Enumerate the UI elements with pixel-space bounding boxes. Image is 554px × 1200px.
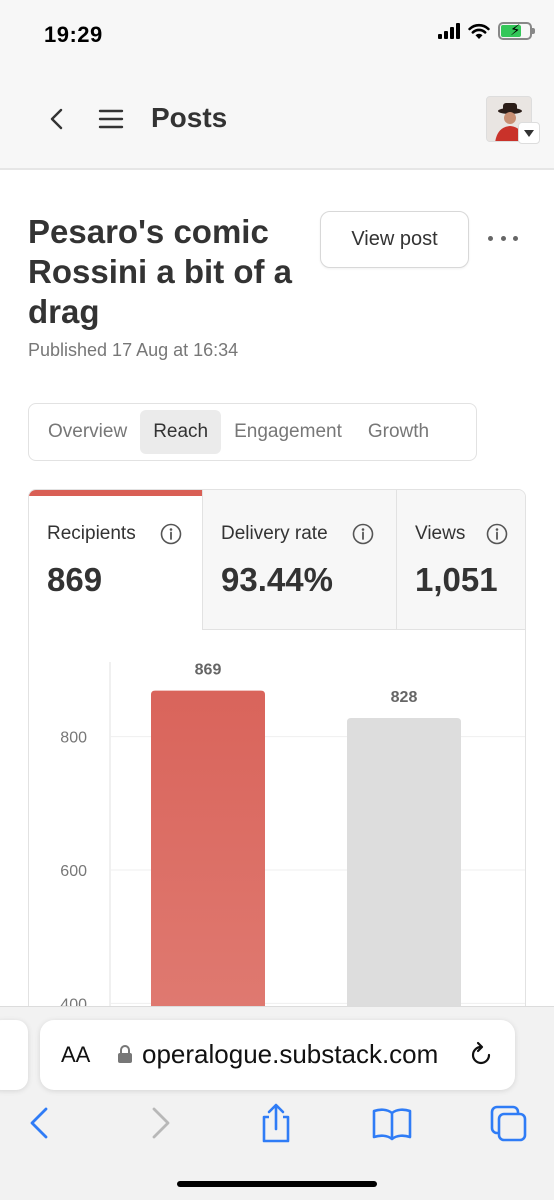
cellular-signal-icon [438, 23, 460, 39]
stats-tabs: Overview Reach Engagement Growth [28, 403, 477, 461]
back-arrow-icon[interactable] [20, 1103, 60, 1143]
stat-value: 869 [47, 561, 103, 598]
bar[interactable] [347, 718, 461, 1049]
tab-overview[interactable]: Overview [48, 421, 128, 442]
stat-label: Delivery rate [221, 523, 328, 544]
stat-tile-views[interactable]: Views 1,051 [396, 490, 525, 630]
bar[interactable] [151, 690, 265, 1049]
stat-value: 93.44% [221, 561, 333, 598]
text-size-label: AA [61, 1042, 91, 1067]
previous-tab-preview[interactable] [0, 1020, 28, 1090]
y-tick-label: 800 [60, 730, 87, 747]
more-options-icon[interactable] [488, 228, 518, 248]
tab-engagement[interactable]: Engagement [234, 421, 342, 442]
stat-tiles: Recipients 869 Delivery rate 93.44% View… [29, 490, 525, 630]
status-time: 19:29 [44, 22, 103, 47]
url-text: operalogue.substack.com [142, 1039, 439, 1069]
hamburger-menu-icon[interactable] [98, 106, 124, 132]
text-size-button[interactable]: AA [61, 1042, 90, 1068]
bar-data-label: 869 [195, 662, 222, 679]
info-icon[interactable] [352, 523, 374, 545]
avatar-image [487, 97, 531, 141]
stats-card: Recipients 869 Delivery rate 93.44% View… [28, 489, 526, 1049]
tab-growth[interactable]: Growth [367, 421, 430, 442]
share-icon[interactable] [256, 1103, 296, 1143]
home-indicator [177, 1181, 377, 1187]
tabs-overview-icon[interactable] [488, 1103, 528, 1143]
bar-data-label: 828 [391, 689, 418, 706]
account-dropdown-chevron-icon[interactable] [518, 122, 540, 144]
stat-tile-delivery-rate[interactable]: Delivery rate 93.44% [202, 490, 396, 630]
bookmarks-icon[interactable] [372, 1103, 412, 1143]
selected-indicator [29, 490, 202, 496]
published-date: Published 17 Aug at 16:34 [28, 340, 239, 360]
post-title: Pesaro's comic Rossini a bit of a drag [28, 213, 293, 330]
lock-icon [118, 1045, 132, 1063]
wifi-icon [468, 23, 490, 39]
address-bar[interactable]: AA operalogue.substack.com [40, 1020, 515, 1090]
stat-label: Views [415, 523, 466, 544]
tab-reach[interactable]: Reach [140, 410, 222, 454]
browser-bar: AA operalogue.substack.com [0, 1006, 554, 1200]
battery-icon: ⚡ [498, 22, 535, 40]
reload-icon[interactable] [467, 1041, 495, 1069]
stat-label: Recipients [47, 523, 136, 544]
page-title: Posts [151, 102, 228, 133]
app-header: Posts [0, 70, 554, 170]
forward-arrow-icon[interactable] [140, 1103, 180, 1143]
status-bar: 19:29 ⚡ [0, 0, 554, 70]
avatar[interactable] [486, 96, 532, 142]
info-icon[interactable] [486, 523, 508, 545]
view-post-button[interactable]: View post [320, 211, 469, 268]
back-chevron-icon[interactable] [44, 106, 70, 132]
status-icons: ⚡ [438, 22, 535, 40]
info-icon[interactable] [160, 523, 182, 545]
stat-value: 1,051 [415, 561, 498, 598]
y-tick-label: 600 [60, 863, 87, 880]
stat-tile-recipients[interactable]: Recipients 869 [29, 490, 202, 630]
